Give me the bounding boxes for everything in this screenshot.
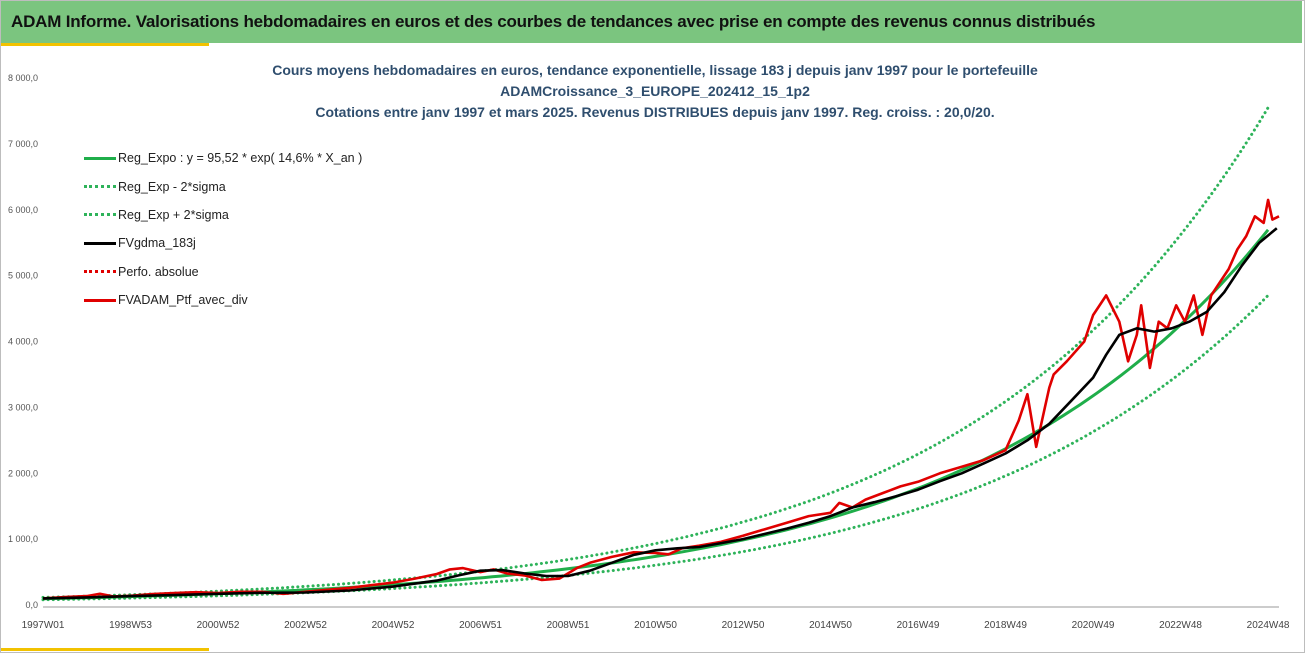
legend-item-reg-exp-minus: Reg_Exp - 2*sigma <box>84 172 362 200</box>
legend-label-reg-exp-minus: Reg_Exp - 2*sigma <box>118 179 226 194</box>
x-tick-label: 2010W50 <box>634 620 677 631</box>
legend-swatch-perfo <box>84 270 116 274</box>
legend-label-reg-exp-plus: Reg_Exp + 2*sigma <box>118 207 229 222</box>
x-tick-label: 1998W53 <box>109 620 152 631</box>
page-title: ADAM Informe. Valorisations hebdomadaire… <box>11 12 1096 31</box>
accent-stripe-top <box>1 43 209 46</box>
x-tick-label: 2012W50 <box>722 620 765 631</box>
x-tick-label: 2018W49 <box>984 620 1027 631</box>
x-tick-label: 1997W01 <box>22 620 65 631</box>
x-tick-label: 2006W51 <box>459 620 502 631</box>
y-tick-label: 3 000,0 <box>8 402 38 412</box>
legend-swatch-fvadam <box>84 298 116 302</box>
chart-title-line-2: ADAMCroissance_3_EUROPE_202412_15_1p2 <box>500 83 810 99</box>
legend-label-fvgdma: FVgdma_183j <box>118 236 196 251</box>
x-tick-label: 2024W48 <box>1247 620 1290 631</box>
chart-title-line-1: Cours moyens hebdomadaires en euros, ten… <box>272 62 1038 78</box>
x-tick-label: 2014W50 <box>809 620 852 631</box>
y-tick-label: 0,0 <box>25 600 38 610</box>
y-axis-ticks: 0,0 1 000,0 2 000,0 3 000,0 4 000,0 5 000,0 6 … <box>8 73 38 610</box>
y-tick-label: 4 000,0 <box>8 337 38 347</box>
series-layer <box>41 106 1280 602</box>
legend-item-fvgdma: FVgdma_183j <box>84 229 362 257</box>
series-reg-exp-minus-2sigma <box>41 293 1270 602</box>
legend-label-fvadam: FVADAM_Ptf_avec_div <box>118 293 248 308</box>
x-tick-label: 2008W51 <box>547 620 590 631</box>
legend-item-fvadam: FVADAM_Ptf_avec_div <box>84 286 362 314</box>
x-tick-label: 2000W52 <box>197 620 240 631</box>
x-tick-label: 2022W48 <box>1159 620 1202 631</box>
series-reg-exp-plus-2sigma <box>41 106 1270 599</box>
series-fvadam-ptf-avec-div <box>42 198 1280 600</box>
y-tick-label: 1 000,0 <box>8 534 38 544</box>
x-tick-label: 2002W52 <box>284 620 327 631</box>
y-tick-label: 8 000,0 <box>8 73 38 83</box>
y-tick-label: 6 000,0 <box>8 205 38 215</box>
legend-swatch-fvgdma <box>84 241 116 245</box>
legend-swatch-reg-exp-minus <box>84 185 116 189</box>
x-tick-label: 2004W52 <box>372 620 415 631</box>
legend-item-reg-expo: Reg_Expo : y = 95,52 * exp( 14,6% * X_an… <box>84 144 362 172</box>
x-tick-label: 2016W49 <box>897 620 940 631</box>
header-bar: ADAM Informe. Valorisations hebdomadaire… <box>1 1 1302 43</box>
y-tick-label: 2 000,0 <box>8 468 38 478</box>
legend-label-reg-expo: Reg_Expo : y = 95,52 * exp( 14,6% * X_an… <box>118 151 363 166</box>
chart-legend: Reg_Expo : y = 95,52 * exp( 14,6% * X_an… <box>84 144 362 314</box>
y-tick-label: 5 000,0 <box>8 271 38 281</box>
series-fvgdma-183j <box>42 227 1278 600</box>
chart-title-line-3: Cotations entre janv 1997 et mars 2025. … <box>315 104 995 120</box>
legend-swatch-reg-exp-plus <box>84 213 116 217</box>
legend-item-perfo: Perfo. absolue <box>84 258 362 286</box>
legend-label-perfo: Perfo. absolue <box>118 264 199 279</box>
chart-title: Cours moyens hebdomadaires en euros, ten… <box>230 60 1080 123</box>
accent-stripe-bottom <box>1 648 209 651</box>
x-tick-label: 2020W49 <box>1072 620 1115 631</box>
legend-swatch-reg-expo <box>84 156 116 160</box>
y-tick-label: 7 000,0 <box>8 139 38 149</box>
x-axis-ticks: 1997W01 1998W53 2000W52 2002W52 2004W52 2006W… <box>22 620 1290 631</box>
legend-item-reg-exp-plus: Reg_Exp + 2*sigma <box>84 201 362 229</box>
